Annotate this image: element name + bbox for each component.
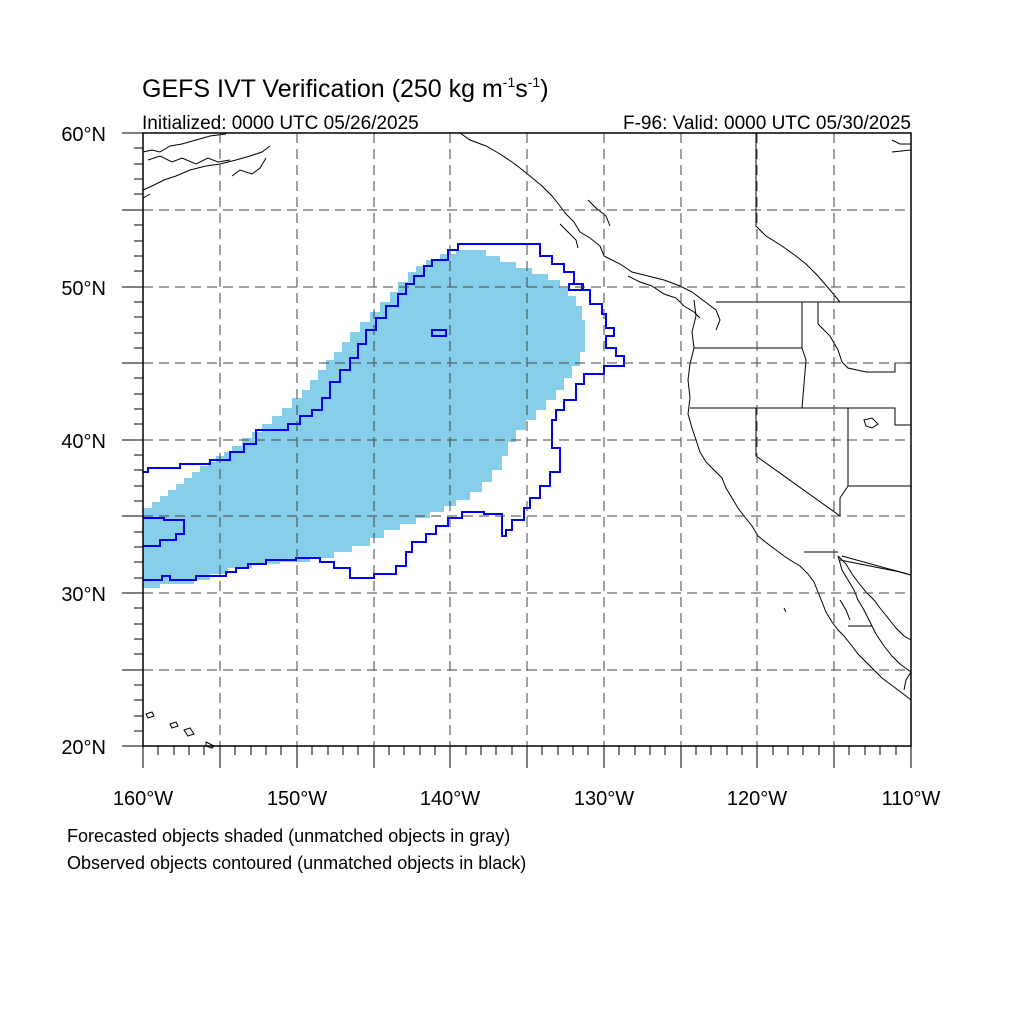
us-west-coast: [687, 299, 912, 701]
note-forecast: Forecasted objects shaded (unmatched obj…: [67, 826, 510, 846]
initialized-label: Initialized: 0000 UTC 05/26/2025: [142, 113, 419, 134]
coastlines: [142, 132, 912, 749]
baja-gulf: [837, 555, 912, 673]
lat-label-20: 20°N: [61, 737, 106, 759]
map-title: GEFS IVT Verification (250 kg m-1s-1): [142, 74, 549, 103]
lat-labels: 60°N 50°N 40°N 30°N 20°N: [61, 124, 106, 759]
lon-label-110w: 110°W: [882, 788, 941, 810]
lon-label-160w: 160°W: [113, 788, 173, 810]
note-observed: Observed objects contoured (unmatched ob…: [67, 853, 526, 873]
bc-coast: [559, 199, 721, 331]
graticule: [143, 133, 911, 746]
lat-label-50: 50°N: [61, 278, 106, 300]
lat-label-30: 30°N: [61, 584, 106, 606]
islands-misc: [783, 139, 912, 613]
lat-label-60: 60°N: [61, 124, 106, 146]
state-boundaries: [690, 133, 912, 627]
lon-label-120w: 120°W: [727, 788, 787, 810]
lon-label-130w: 130°W: [574, 788, 634, 810]
map-panel: 60°N 50°N 40°N 30°N 20°N 160°W 150°W 140…: [61, 124, 940, 810]
forecast-object: [143, 250, 585, 588]
valid-label: F-96: Valid: 0000 UTC 05/30/2025: [623, 113, 911, 134]
lat-label-40: 40°N: [61, 431, 106, 453]
observed-contour-small: [143, 517, 185, 547]
observed-object: [143, 243, 625, 581]
observed-contour-island-a: [431, 329, 447, 337]
hawaii-islands: [145, 711, 215, 749]
alaska-coast: [142, 132, 605, 257]
lon-label-150w: 150°W: [267, 788, 327, 810]
lon-label-140w: 140°W: [420, 788, 480, 810]
observed-contour-main: [143, 243, 625, 581]
axis-ticks: [122, 132, 912, 768]
lon-labels: 160°W 150°W 140°W 130°W 120°W 110°W: [113, 788, 941, 810]
